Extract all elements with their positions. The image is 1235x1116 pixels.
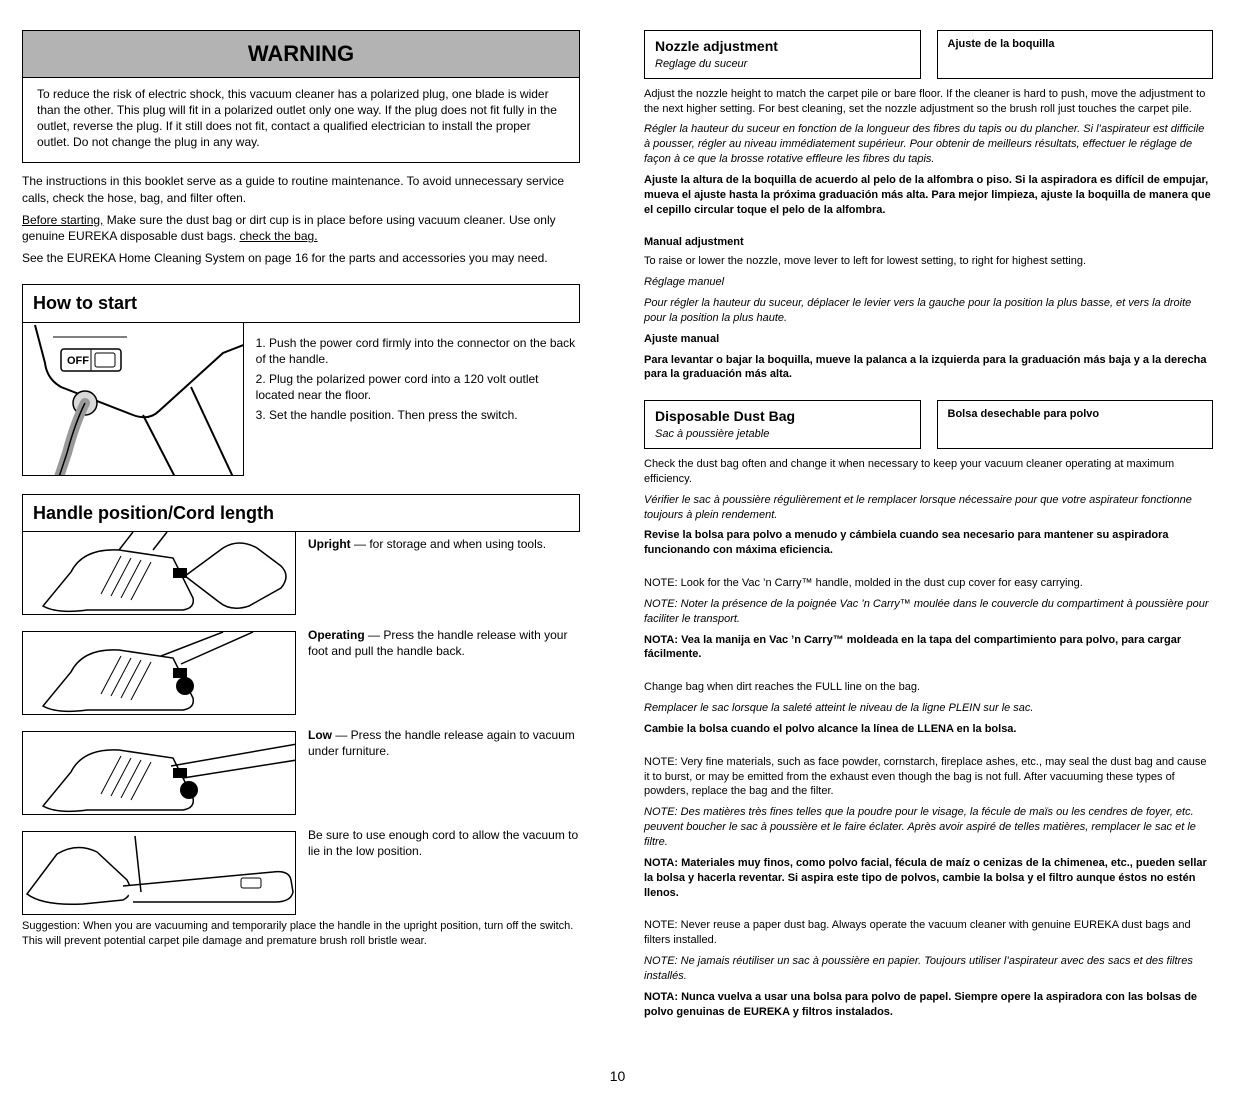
intro-line-2: Before starting, Make sure the dust bag … (22, 212, 580, 244)
note3-es: NOTA: Nunca vuelva a usar una bolsa para… (644, 990, 1213, 1020)
manual-body-es: Para levantar o bajar la boquilla, mueve… (644, 353, 1213, 383)
nozzle-es: Ajuste de la boquilla (948, 37, 1203, 52)
note2-fr: NOTE: Des matières très fines telles que… (644, 805, 1213, 850)
switch-step-3: 3. Set the handle position. Then press t… (256, 407, 580, 423)
switch-step-2: 2. Plug the polarized power cord into a … (256, 371, 580, 403)
heading-how-to-start: How to start (22, 284, 580, 322)
intro-underline-2: check the bag. (239, 229, 317, 243)
manual-es: Ajuste manual (644, 333, 719, 345)
change-fr: Remplacer le sac lorsque la saleté attei… (644, 701, 1213, 716)
manual-en: Manual adjustment (644, 236, 744, 248)
bag-en: Disposable Dust Bag (655, 407, 910, 426)
warning-body-box: To reduce the risk of electric shock, th… (22, 77, 580, 164)
note3-block: NOTE: Never reuse a paper dust bag. Alwa… (644, 918, 1213, 1019)
note1-es: NOTA: Vea la manija en Vac ’n Carry™ mol… (644, 633, 1213, 663)
nozzle-body-en: Adjust the nozzle height to match the ca… (644, 87, 1213, 117)
desc-operating: Operating — Press the handle release wit… (296, 623, 580, 663)
bag-heading-es: Bolsa desechable para polvo (937, 400, 1214, 449)
text-low: — Press the handle release again to vacu… (308, 728, 575, 758)
bag-heading-pair: Disposable Dust Bag Sac à poussière jeta… (644, 400, 1213, 449)
note1-fr: NOTE: Noter la présence de la poignée Va… (644, 597, 1213, 627)
note1-block: NOTE: Look for the Vac ’n Carry™ handle,… (644, 576, 1213, 662)
nozzle-heading-en-fr: Nozzle adjustment Reglage du suceur (644, 30, 921, 79)
manual-body: Manual adjustment To raise or lower the … (644, 235, 1213, 382)
bag-fr: Sac à poussière jetable (655, 427, 910, 442)
bag-body-fr: Vérifier le sac à poussière régulièremen… (644, 493, 1213, 523)
warning-title: WARNING (37, 39, 565, 69)
page-number: 10 (22, 1067, 1213, 1086)
figure-upright (22, 531, 296, 615)
desc-cord: Be sure to use enough cord to allow the … (296, 823, 580, 863)
nozzle-en: Nozzle adjustment (655, 37, 910, 56)
label-operating: Operating (308, 628, 365, 642)
note2-block: NOTE: Very fine materials, such as face … (644, 755, 1213, 901)
intro-line-3: See the EUREKA Home Cleaning System on p… (22, 250, 580, 266)
change-block: Change bag when dirt reaches the FULL li… (644, 680, 1213, 737)
note2-es: NOTA: Materiales muy finos, como polvo f… (644, 856, 1213, 901)
figure-operating (22, 631, 296, 715)
note3-fr: NOTE: Ne jamais réutiliser un sac à pous… (644, 954, 1213, 984)
heading-handle-position: Handle position/Cord length (22, 494, 580, 532)
nozzle-body-fr: Régler la hauteur du suceur en fonction … (644, 122, 1213, 167)
switch-step-1: 1. Push the power cord firmly into the c… (256, 335, 580, 367)
manual-fr: Réglage manuel (644, 276, 724, 288)
change-es: Cambie la bolsa cuando el polvo alcance … (644, 722, 1213, 737)
figure-low (22, 731, 296, 815)
nozzle-heading-pair: Nozzle adjustment Reglage du suceur Ajus… (644, 30, 1213, 79)
desc-low: Low — Press the handle release again to … (296, 723, 580, 763)
manual-body-en: To raise or lower the nozzle, move lever… (644, 254, 1213, 269)
bag-es: Bolsa desechable para polvo (948, 407, 1203, 422)
switch-instructions: 1. Push the power cord firmly into the c… (244, 323, 580, 428)
intro-underline-1: Before starting, (22, 213, 103, 227)
note2-en: NOTE: Very fine materials, such as face … (644, 755, 1213, 800)
bag-body-es: Revise la bolsa para polvo a menudo y cá… (644, 528, 1213, 558)
figure-cord-length (22, 831, 296, 915)
nozzle-fr: Reglage du suceur (655, 57, 910, 72)
label-low: Low (308, 728, 332, 742)
nozzle-body: Adjust the nozzle height to match the ca… (644, 87, 1213, 218)
svg-text:OFF: OFF (67, 355, 89, 367)
manual-body-fr: Pour régler la hauteur du suceur, déplac… (644, 296, 1213, 326)
desc-upright: Upright — for storage and when using too… (296, 532, 580, 556)
label-upright: Upright (308, 537, 351, 551)
suggestion-text: Suggestion: When you are vacuuming and t… (22, 919, 580, 949)
bag-body-en: Check the dust bag often and change it w… (644, 457, 1213, 487)
intro-block: The instructions in this booklet serve a… (22, 173, 580, 266)
bag-body: Check the dust bag often and change it w… (644, 457, 1213, 558)
note1-en: NOTE: Look for the Vac ’n Carry™ handle,… (644, 576, 1213, 591)
nozzle-heading-es: Ajuste de la boquilla (937, 30, 1214, 79)
note3-en: NOTE: Never reuse a paper dust bag. Alwa… (644, 918, 1213, 948)
bag-heading-en-fr: Disposable Dust Bag Sac à poussière jeta… (644, 400, 921, 449)
warning-banner: WARNING (22, 30, 580, 78)
nozzle-body-es: Ajuste la altura de la boquilla de acuer… (644, 173, 1213, 218)
text-upright: — for storage and when using tools. (351, 537, 546, 551)
figure-switch: OFF ON (22, 322, 244, 476)
warning-body-text: To reduce the risk of electric shock, th… (37, 86, 565, 151)
text-cord: Be sure to use enough cord to allow the … (308, 827, 580, 859)
change-en: Change bag when dirt reaches the FULL li… (644, 680, 1213, 695)
intro-line-1: The instructions in this booklet serve a… (22, 173, 580, 205)
